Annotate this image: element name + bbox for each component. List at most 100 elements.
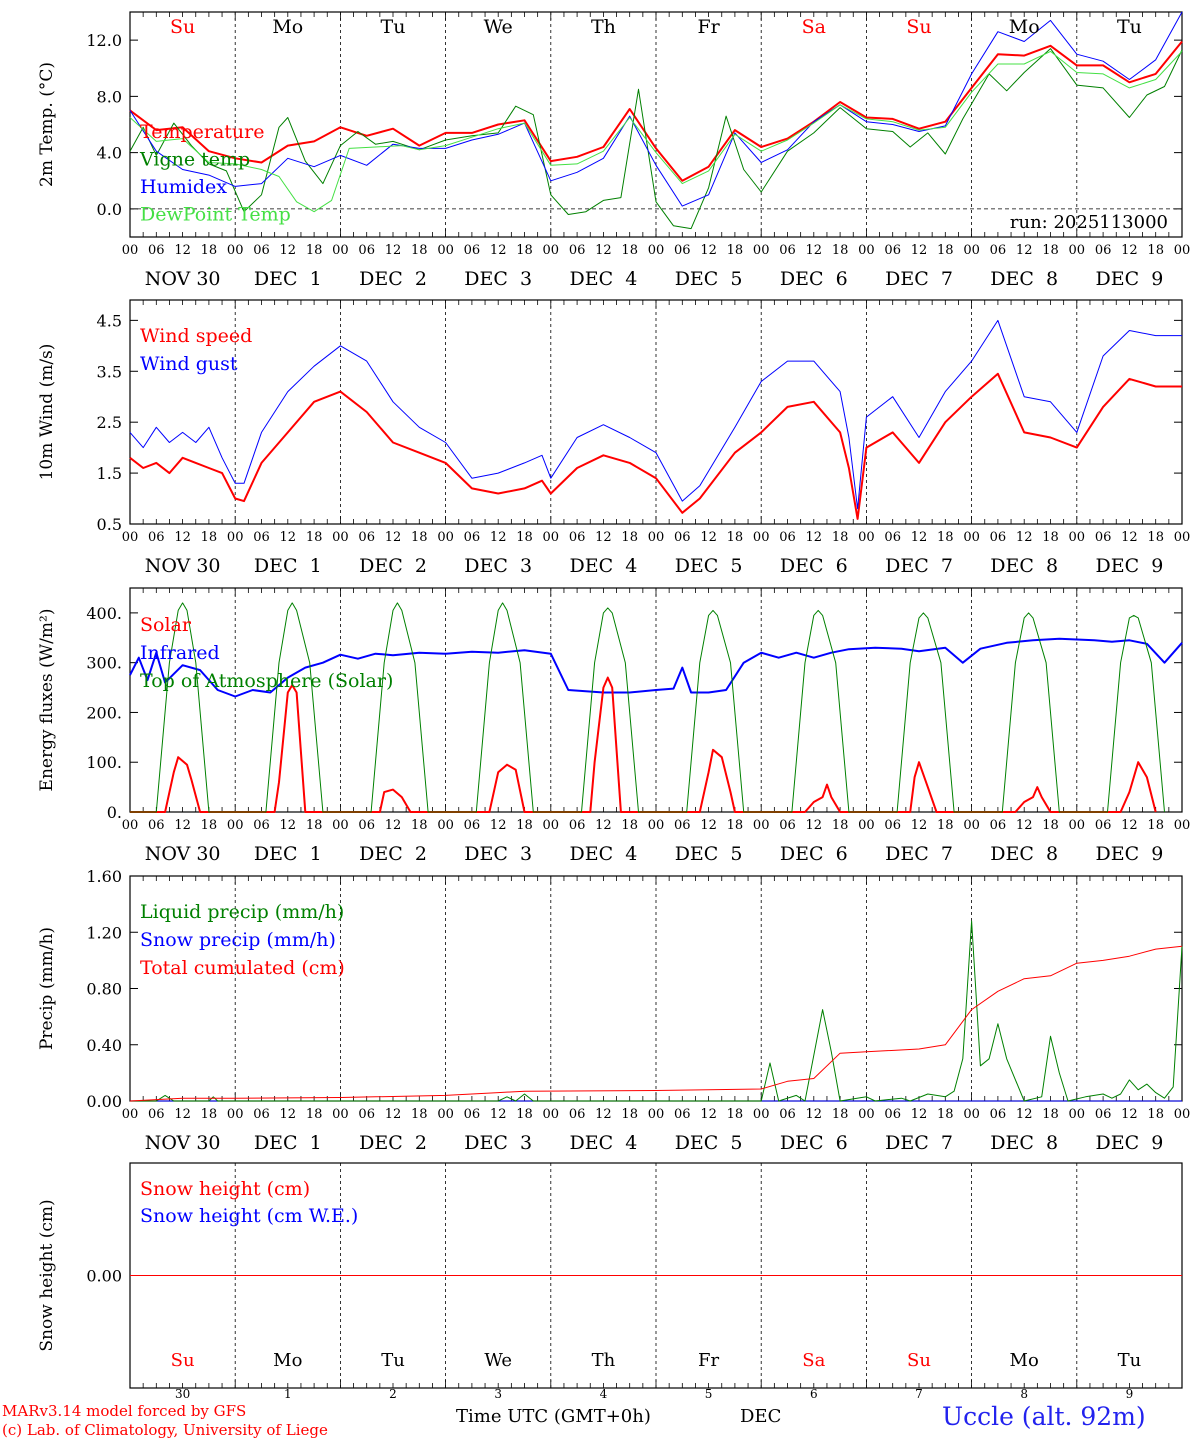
legend-entry: Wind speed (140, 325, 252, 347)
day-number-label: 4 (600, 1387, 608, 1401)
legend-entry: Temperature (140, 121, 264, 143)
day-number-label: 30 (175, 1387, 190, 1401)
plot-frame (129, 299, 1183, 525)
y-tick-label: 0. (107, 803, 122, 822)
x-hour-label: 00 (332, 1107, 349, 1122)
x-hour-label: 18 (516, 1107, 533, 1122)
x-hour-label: 12 (174, 530, 191, 545)
x-hour-label: 12 (700, 530, 717, 545)
x-hour-label: 12 (280, 1107, 297, 1122)
x-date-label: NOV 30 (145, 1132, 221, 1154)
x-hour-label: 00 (227, 1107, 244, 1122)
x-hour-label: 00 (332, 243, 349, 258)
x-hour-label: 06 (884, 530, 901, 545)
x-hour-label: 12 (280, 530, 297, 545)
x-hour-label: 00 (963, 530, 980, 545)
day-number-label: 5 (705, 1387, 713, 1401)
x-hour-label: 06 (779, 818, 796, 833)
x-hour-label: 18 (832, 243, 849, 258)
x-hour-label: 18 (1042, 1107, 1059, 1122)
y-axis-label: Snow height (cm) (37, 1199, 57, 1351)
x-date-label: DEC 4 (569, 555, 637, 577)
x-hour-label: 18 (306, 243, 323, 258)
x-hour-label: 18 (411, 1107, 428, 1122)
x-hour-label: 06 (779, 1107, 796, 1122)
x-date-label: DEC 2 (359, 843, 427, 865)
x-date-label: DEC 7 (885, 843, 953, 865)
weekday-label: Su (906, 16, 931, 38)
x-hour-label: 06 (884, 243, 901, 258)
x-hour-label: 00 (437, 530, 454, 545)
x-hour-label: 06 (464, 243, 481, 258)
y-axis-label: 2m Temp. (°C) (37, 62, 57, 187)
x-hour-label: 12 (490, 530, 507, 545)
weekday-label: Th (591, 16, 616, 38)
legend-entry: Wind gust (140, 353, 238, 375)
x-hour-label: 18 (1147, 1107, 1164, 1122)
weekday-label-bottom: Tu (1118, 1350, 1142, 1371)
x-hour-label: 00 (122, 243, 139, 258)
x-hour-label: 12 (490, 243, 507, 258)
x-date-label: DEC 2 (359, 555, 427, 577)
series-liquid-precip-mm-h- (130, 920, 1183, 1102)
x-hour-label: 18 (1147, 243, 1164, 258)
weekday-label: We (484, 16, 513, 38)
x-hour-label: 18 (937, 530, 954, 545)
x-hour-label: 12 (595, 530, 612, 545)
run-label: run: 2025113000 (1010, 212, 1168, 233)
x-hour-label: 18 (201, 818, 218, 833)
x-hour-label: 18 (516, 530, 533, 545)
legend-entry: Total cumulated (cm) (140, 957, 345, 979)
x-hour-label: 12 (911, 818, 928, 833)
x-hour-label: 06 (674, 530, 691, 545)
x-date-label: DEC 4 (569, 268, 637, 290)
x-hour-label: 06 (674, 243, 691, 258)
x-hour-label: 00 (122, 530, 139, 545)
x-hour-label: 06 (1095, 530, 1112, 545)
y-tick-label: 4.0 (97, 144, 122, 163)
x-date-label: DEC 4 (569, 843, 637, 865)
x-hour-label: 00 (1069, 243, 1086, 258)
x-date-label: DEC 6 (780, 555, 848, 577)
day-number-label: 7 (915, 1387, 923, 1401)
x-date-label: NOV 30 (145, 843, 221, 865)
x-hour-label: 00 (753, 1107, 770, 1122)
x-hour-label: 06 (358, 818, 375, 833)
panel-wind: 0.5 1.5 2.5 3.5 4.5 10m Wind (m/s) Wind speed W… (37, 299, 1190, 577)
x-hour-label: 00 (122, 818, 139, 833)
x-hour-label: 18 (1147, 530, 1164, 545)
x-hour-label: 12 (385, 1107, 402, 1122)
x-hour-label: 00 (963, 243, 980, 258)
x-hour-label: 12 (806, 243, 823, 258)
x-hour-label: 00 (858, 818, 875, 833)
x-hour-label: 12 (911, 243, 928, 258)
weekday-label: Sa (802, 16, 826, 38)
x-hour-label: 18 (832, 818, 849, 833)
x-hour-label: 00 (543, 1107, 560, 1122)
x-date-label: DEC 4 (569, 1132, 637, 1154)
y-tick-label: 0.5 (97, 515, 122, 534)
x-hour-label: 18 (727, 1107, 744, 1122)
x-hour-label: 18 (411, 530, 428, 545)
x-hour-label: 00 (753, 818, 770, 833)
day-number-label: 9 (1126, 1387, 1134, 1401)
y-tick-label: 200. (86, 703, 122, 722)
x-hour-label: 06 (464, 1107, 481, 1122)
x-date-label: DEC 2 (359, 268, 427, 290)
time-axis-label: Time UTC (GMT+0h) (456, 1406, 651, 1427)
x-hour-label: 18 (306, 818, 323, 833)
x-hour-label: 12 (1016, 1107, 1033, 1122)
x-hour-label: 18 (1042, 818, 1059, 833)
x-hour-label: 12 (911, 530, 928, 545)
x-hour-label: 06 (569, 818, 586, 833)
x-date-label: DEC 9 (1095, 268, 1163, 290)
x-hour-label: 12 (700, 818, 717, 833)
x-hour-label: 18 (727, 530, 744, 545)
weekday-label-bottom: Fr (698, 1350, 719, 1371)
series-infrared (129, 637, 1183, 698)
x-hour-label: 00 (227, 530, 244, 545)
x-hour-label: 06 (253, 1107, 270, 1122)
weekday-label-bottom: Su (907, 1350, 931, 1371)
y-tick-label: 1.5 (97, 464, 122, 483)
